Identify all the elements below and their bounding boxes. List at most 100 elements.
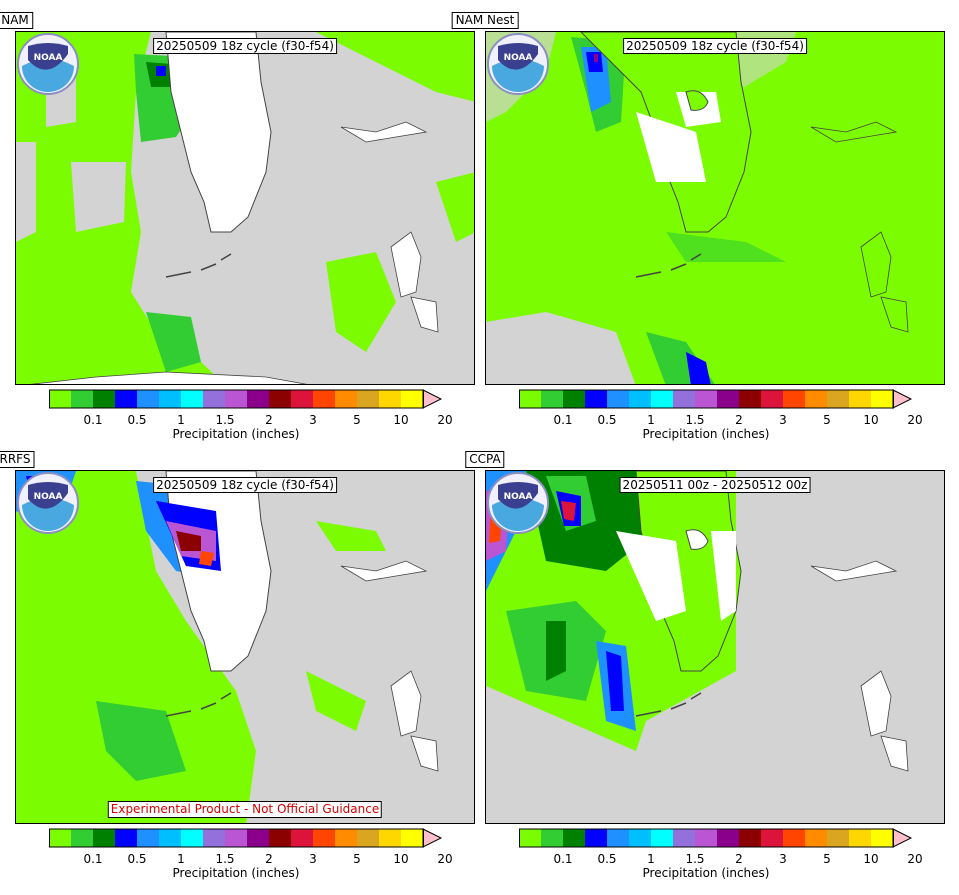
colorbar-swatch — [519, 390, 541, 408]
colorbar-swatch — [247, 390, 269, 408]
colorbar-swatch — [291, 390, 313, 408]
colorbar-tick-label: 1 — [647, 852, 655, 866]
colorbar-swatch — [783, 390, 805, 408]
svg-text:NOAA: NOAA — [504, 492, 533, 502]
colorbar-swatch — [379, 829, 401, 847]
colorbar-tick-label: 1.5 — [685, 413, 705, 427]
colorbar-swatch — [159, 829, 181, 847]
colorbar-extend-arrow — [422, 389, 443, 409]
colorbar-swatch — [313, 390, 335, 408]
colorbar-swatch — [849, 390, 871, 408]
colorbar: 0.1 0.5 1 1.5 2 3 5 10 20 Precipitation (inches) — [49, 389, 453, 441]
colorbar-swatch — [335, 390, 357, 408]
cycle-label: 20250511 00z - 20250512 00z — [619, 477, 811, 493]
colorbar-swatch — [247, 829, 269, 847]
colorbar-swatch — [357, 829, 379, 847]
colorbar-tick-label: 5 — [353, 413, 361, 427]
colorbar-tick-label: 20 — [437, 413, 453, 427]
colorbar-tick-label: 2 — [265, 852, 273, 866]
colorbar-swatch — [783, 829, 805, 847]
panel-title: CCPA — [465, 451, 505, 468]
noaa-logo-icon: NOAA — [487, 472, 549, 534]
colorbar-tick-label: 2 — [265, 413, 273, 427]
colorbar-swatches — [49, 828, 443, 848]
colorbar-swatch — [607, 829, 629, 847]
colorbar-outline — [49, 389, 424, 409]
colorbar-tick-label: 3 — [779, 852, 787, 866]
noaa-logo-icon: NOAA — [17, 33, 79, 95]
colorbar-swatch — [225, 390, 247, 408]
colorbar-swatch — [849, 829, 871, 847]
colorbar-swatch — [93, 390, 115, 408]
colorbar-swatch — [115, 390, 137, 408]
colorbar-swatches — [519, 389, 913, 409]
colorbar-swatch — [651, 829, 673, 847]
colorbar-swatch — [651, 390, 673, 408]
colorbar-tick-label: 5 — [823, 413, 831, 427]
colorbar-tick-label: 0.1 — [83, 413, 103, 427]
colorbar-tick-label: 1.5 — [215, 852, 235, 866]
colorbar-tick-label: 20 — [437, 852, 453, 866]
colorbar-label: Precipitation (inches) — [172, 866, 300, 880]
colorbar-swatch — [519, 829, 541, 847]
colorbar-swatch — [49, 390, 71, 408]
svg-text:NOAA: NOAA — [34, 492, 63, 502]
panel-title: NAM — [0, 12, 33, 29]
colorbar-swatch — [269, 390, 291, 408]
colorbar-swatch — [313, 829, 335, 847]
colorbar-tick-label: 1.5 — [685, 852, 705, 866]
colorbar-swatch — [159, 390, 181, 408]
colorbar-tick-label: 20 — [907, 413, 923, 427]
panel-title: NAM Nest — [451, 12, 519, 29]
colorbar-tick-label: 2 — [735, 413, 743, 427]
colorbar-swatch — [871, 390, 893, 408]
colorbar-swatches — [49, 389, 443, 409]
colorbar-outline — [519, 389, 894, 409]
colorbar-swatch — [181, 829, 203, 847]
colorbar-tick-label: 20 — [907, 852, 923, 866]
colorbar-extend-arrow — [892, 389, 913, 409]
colorbar-label: Precipitation (inches) — [642, 866, 770, 880]
colorbar-swatch — [761, 390, 783, 408]
colorbar-swatch — [695, 390, 717, 408]
colorbar-tick-label: 0.1 — [553, 852, 573, 866]
colorbar-tick-label: 10 — [863, 413, 879, 427]
colorbar-swatch — [717, 390, 739, 408]
colorbar: 0.1 0.5 1 1.5 2 3 5 10 20 Precipitation (inches) — [49, 828, 453, 880]
colorbar-swatch — [585, 390, 607, 408]
colorbar-swatch — [563, 829, 585, 847]
colorbar-swatch — [717, 829, 739, 847]
colorbar-tick-label: 0.5 — [597, 852, 617, 866]
svg-text:NOAA: NOAA — [34, 53, 63, 63]
noaa-logo-icon: NOAA — [487, 33, 549, 95]
colorbar-tick-label: 2 — [735, 852, 743, 866]
colorbar-swatch — [629, 829, 651, 847]
colorbar-swatches — [519, 828, 913, 848]
colorbar-tick-label: 1.5 — [215, 413, 235, 427]
colorbar-tick-label: 1 — [647, 413, 655, 427]
map-graphic — [16, 471, 439, 823]
colorbar-swatch — [607, 390, 629, 408]
colorbar-swatch — [335, 829, 357, 847]
colorbar-swatch — [739, 390, 761, 408]
svg-text:NOAA: NOAA — [504, 53, 533, 63]
colorbar-swatch — [225, 829, 247, 847]
colorbar-tick-label: 0.5 — [127, 852, 147, 866]
colorbar-swatch — [673, 829, 695, 847]
colorbar-swatch — [401, 390, 423, 408]
colorbar-swatch — [137, 390, 159, 408]
cycle-label: 20250509 18z cycle (f30-f54) — [153, 38, 337, 54]
colorbar-tick-label: 5 — [823, 852, 831, 866]
colorbar-swatch — [115, 829, 137, 847]
colorbar-swatch — [357, 390, 379, 408]
colorbar-swatch — [541, 390, 563, 408]
colorbar-swatch — [695, 829, 717, 847]
colorbar-swatch — [401, 829, 423, 847]
colorbar-tick-label: 0.1 — [553, 413, 573, 427]
colorbar-swatch — [871, 829, 893, 847]
noaa-logo-icon: NOAA — [17, 472, 79, 534]
colorbar-swatch — [585, 829, 607, 847]
colorbar-tick-label: 10 — [393, 413, 409, 427]
precip-map: 20250509 18z cycle (f30-f54) NOAA — [15, 31, 475, 385]
colorbar-tick-label: 10 — [863, 852, 879, 866]
